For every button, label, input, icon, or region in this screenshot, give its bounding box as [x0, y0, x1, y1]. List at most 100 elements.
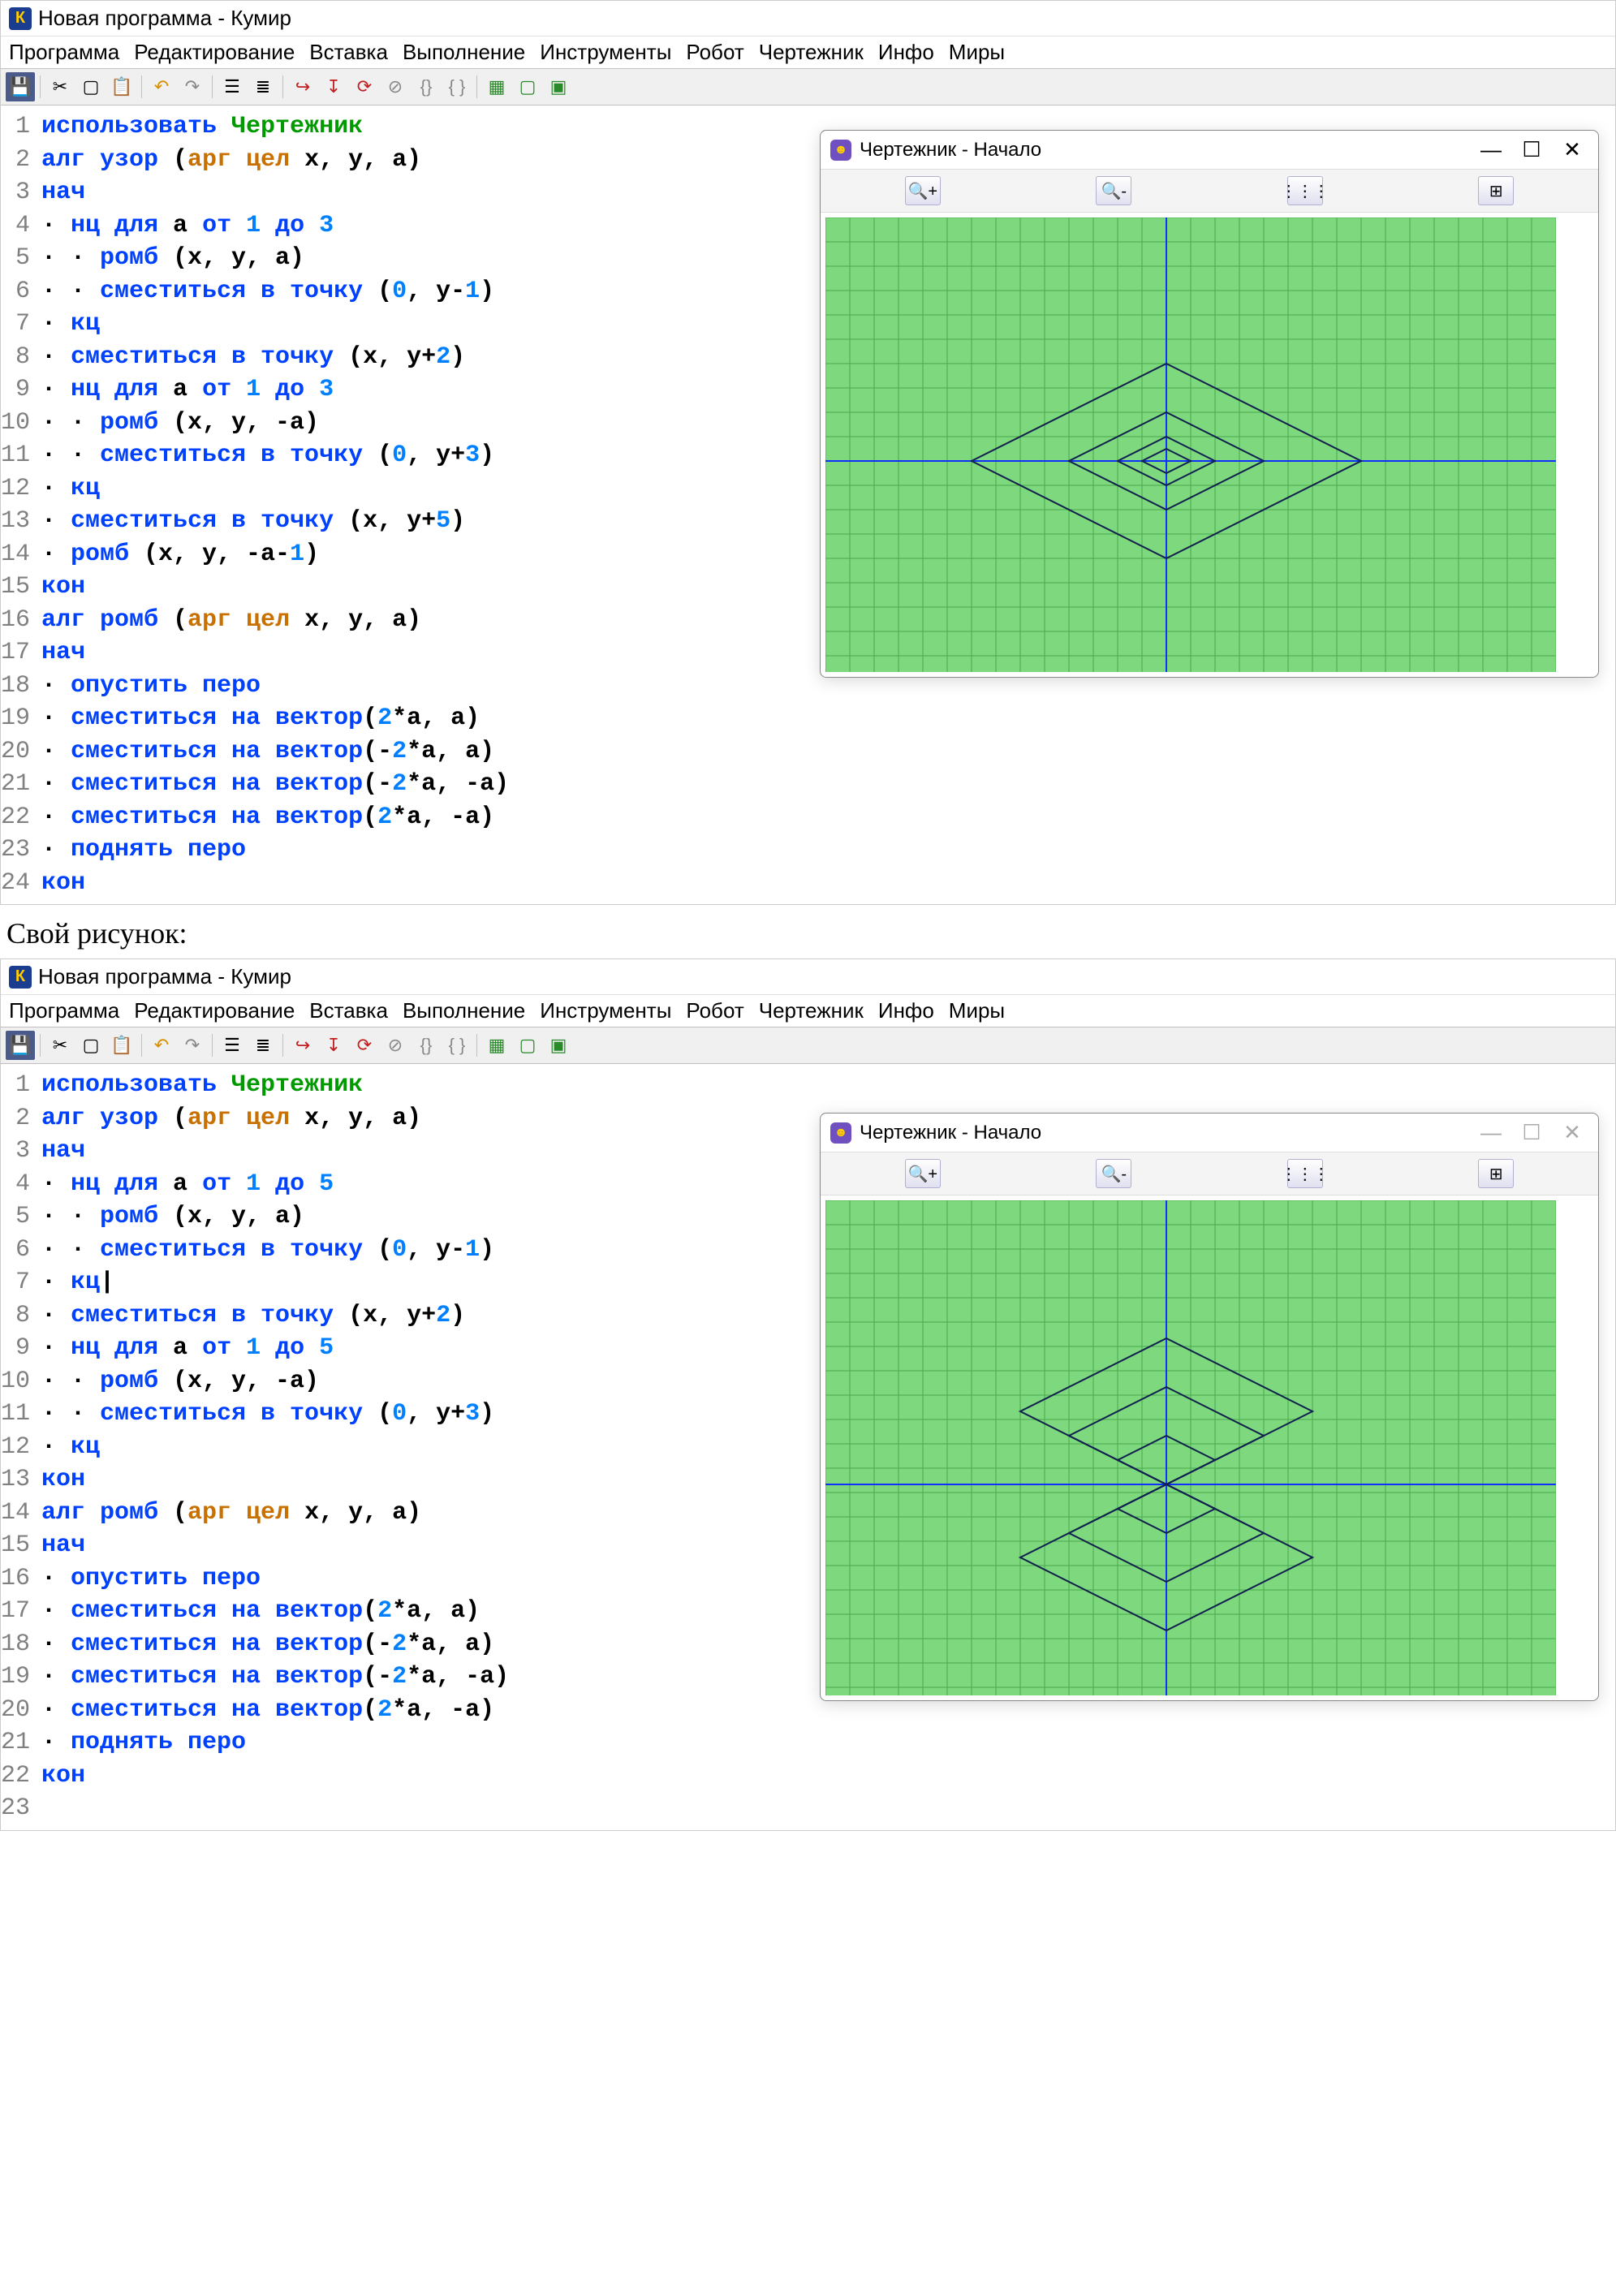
maximize-button[interactable]: ☐ [1515, 137, 1548, 162]
drawer-app-icon: ☻ [830, 1122, 851, 1144]
drawer-toolbar: 🔍+ 🔍- ⋮⋮⋮ ⊞ [821, 1152, 1598, 1195]
list1-button[interactable]: ☰ [218, 72, 247, 101]
line-number: 6 [1, 1234, 41, 1267]
menu-инструменты[interactable]: Инструменты [540, 998, 671, 1023]
reset-view-button[interactable]: ⊞ [1478, 1159, 1514, 1188]
brace1-button[interactable]: {} [412, 1031, 441, 1060]
line-content: алг ромб (арг цел x, y, a) [41, 604, 421, 637]
line-content: · нц для a от 1 до 3 [41, 373, 334, 407]
menu-программа[interactable]: Программа [9, 998, 119, 1023]
menu-инфо[interactable]: Инфо [878, 40, 934, 65]
grid3-button[interactable]: ▣ [544, 72, 573, 101]
paste-button[interactable]: 📋 [107, 72, 136, 101]
grid-dots-button[interactable]: ⋮⋮⋮ [1287, 176, 1323, 205]
line-content: · нц для a от 1 до 3 [41, 209, 334, 243]
list2-button[interactable]: ≣ [248, 1031, 278, 1060]
menu-робот[interactable]: Робот [686, 40, 743, 65]
list2-button[interactable]: ≣ [248, 72, 278, 101]
line-content: · · сместиться в точку (0, y-1) [41, 1234, 494, 1267]
line-number: 5 [1, 242, 41, 275]
grid2-button[interactable]: ▢ [513, 1031, 542, 1060]
drawer-titlebar: ☻ Чертежник - Начало — ☐ ✕ [821, 1114, 1598, 1152]
cut-button[interactable]: ✂ [45, 72, 75, 101]
title-bar: К Новая программа - Кумир [1, 1, 1615, 36]
line-number: 3 [1, 1135, 41, 1168]
menu-выполнение[interactable]: Выполнение [403, 40, 525, 65]
menu-чертежник[interactable]: Чертежник [759, 998, 864, 1023]
close-button[interactable]: ✕ [1556, 1120, 1588, 1145]
line-content: · сместиться на вектор(2*a, -a) [41, 1694, 494, 1727]
undo-button[interactable]: ↶ [147, 1031, 176, 1060]
menu-выполнение[interactable]: Выполнение [403, 998, 525, 1023]
line-number: 11 [1, 1398, 41, 1431]
stop-button[interactable]: ⊘ [381, 1031, 410, 1060]
save-button[interactable]: 💾 [6, 72, 35, 101]
code-line: 1использовать Чертежник [1, 1069, 1615, 1102]
grid1-button[interactable]: ▦ [482, 1031, 511, 1060]
line-number: 4 [1, 209, 41, 243]
window-title: Новая программа - Кумир [38, 964, 291, 989]
menu-чертежник[interactable]: Чертежник [759, 40, 864, 65]
line-number: 13 [1, 1463, 41, 1497]
list1-button[interactable]: ☰ [218, 1031, 247, 1060]
brace2-button[interactable]: { } [442, 72, 472, 101]
loop-button[interactable]: ⟳ [350, 72, 379, 101]
menu-редактирование[interactable]: Редактирование [134, 40, 295, 65]
line-content: · сместиться на вектор(2*a, a) [41, 1595, 480, 1628]
section-label: Свой рисунок: [0, 905, 1616, 958]
minimize-button[interactable]: — [1475, 1120, 1507, 1145]
close-button[interactable]: ✕ [1556, 137, 1588, 162]
step-over-button[interactable]: ↪ [288, 72, 317, 101]
line-number: 7 [1, 308, 41, 341]
step-into-button[interactable]: ↧ [319, 1031, 348, 1060]
save-button[interactable]: 💾 [6, 1031, 35, 1060]
zoom-in-button[interactable]: 🔍+ [905, 1159, 941, 1188]
code-line: 21· сместиться на вектор(-2*a, -a) [1, 768, 1615, 801]
line-content: нач [41, 176, 85, 209]
paste-button[interactable]: 📋 [107, 1031, 136, 1060]
grid-dots-button[interactable]: ⋮⋮⋮ [1287, 1159, 1323, 1188]
line-number: 14 [1, 1497, 41, 1530]
menu-миры[interactable]: Миры [949, 998, 1005, 1023]
maximize-button[interactable]: ☐ [1515, 1120, 1548, 1145]
cut-button[interactable]: ✂ [45, 1031, 75, 1060]
canvas-wrap-1 [821, 213, 1598, 677]
loop-button[interactable]: ⟳ [350, 1031, 379, 1060]
code-line: 20· сместиться на вектор(-2*a, a) [1, 735, 1615, 769]
code-line: 22· сместиться на вектор(2*a, -a) [1, 801, 1615, 834]
code-line: 23· поднять перо [1, 834, 1615, 867]
menu-вставка[interactable]: Вставка [309, 998, 388, 1023]
copy-button[interactable]: ▢ [76, 1031, 106, 1060]
brace1-button[interactable]: {} [412, 72, 441, 101]
app-icon: К [9, 7, 32, 30]
brace2-button[interactable]: { } [442, 1031, 472, 1060]
zoom-out-button[interactable]: 🔍- [1096, 1159, 1131, 1188]
zoom-in-button[interactable]: 🔍+ [905, 176, 941, 205]
zoom-out-button[interactable]: 🔍- [1096, 176, 1131, 205]
menu-инструменты[interactable]: Инструменты [540, 40, 671, 65]
step-into-button[interactable]: ↧ [319, 72, 348, 101]
line-content: · кц [41, 1431, 100, 1464]
line-content: · · сместиться в точку (0, y-1) [41, 275, 494, 308]
menu-программа[interactable]: Программа [9, 40, 119, 65]
copy-button[interactable]: ▢ [76, 72, 106, 101]
reset-view-button[interactable]: ⊞ [1478, 176, 1514, 205]
menu-инфо[interactable]: Инфо [878, 998, 934, 1023]
menu-вставка[interactable]: Вставка [309, 40, 388, 65]
menu-редактирование[interactable]: Редактирование [134, 998, 295, 1023]
line-number: 7 [1, 1266, 41, 1299]
menu-робот[interactable]: Робот [686, 998, 743, 1023]
undo-button[interactable]: ↶ [147, 72, 176, 101]
stop-button[interactable]: ⊘ [381, 72, 410, 101]
redo-button[interactable]: ↷ [178, 1031, 207, 1060]
menu-миры[interactable]: Миры [949, 40, 1005, 65]
grid1-button[interactable]: ▦ [482, 72, 511, 101]
editor-area-2: 1использовать Чертежник2алг узор (арг це… [1, 1064, 1615, 1830]
line-content: · сместиться в точку (x, y+2) [41, 1299, 465, 1333]
grid2-button[interactable]: ▢ [513, 72, 542, 101]
minimize-button[interactable]: — [1475, 137, 1507, 162]
step-over-button[interactable]: ↪ [288, 1031, 317, 1060]
line-number: 1 [1, 110, 41, 144]
grid3-button[interactable]: ▣ [544, 1031, 573, 1060]
redo-button[interactable]: ↷ [178, 72, 207, 101]
